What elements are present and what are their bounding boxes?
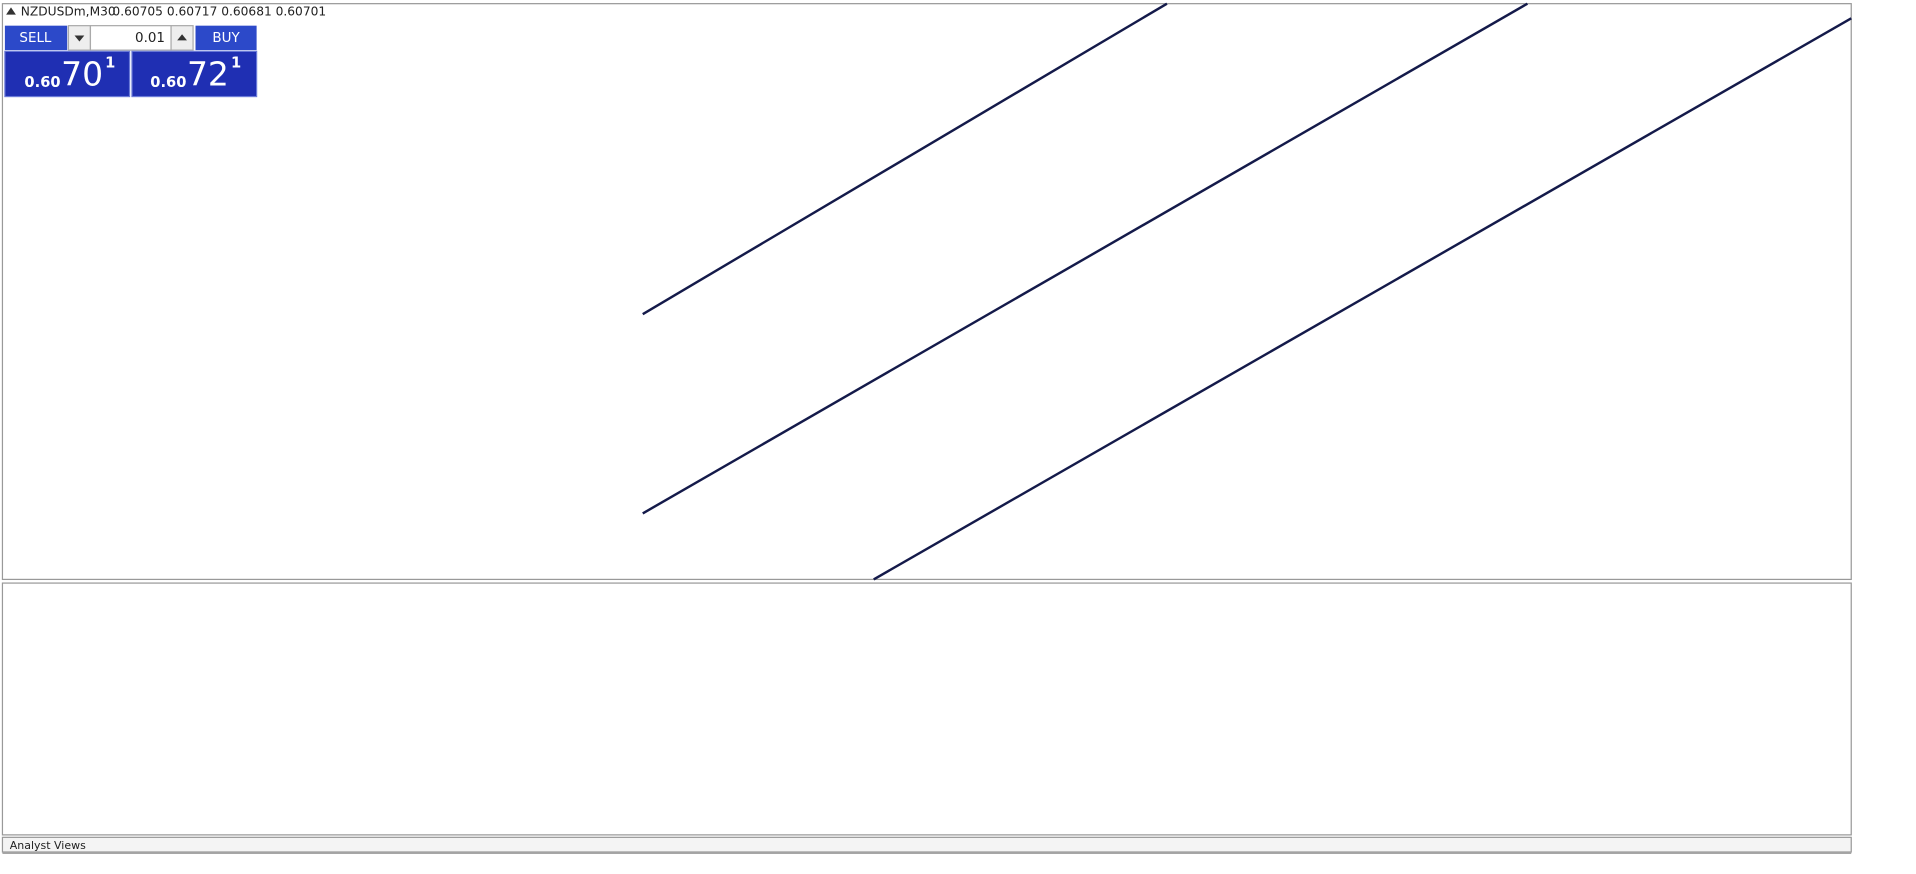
channel-line <box>642 2 1168 316</box>
quote: 0.60705 0.60717 0.60681 0.60701 <box>112 5 326 19</box>
ask-small: 1 <box>231 55 241 72</box>
price-panel <box>1 3 1852 581</box>
rsi-panel <box>1 582 1852 836</box>
volume-input[interactable] <box>89 25 172 51</box>
bid-box[interactable] <box>4 50 131 98</box>
buy-button[interactable] <box>195 25 257 51</box>
analyst-label: Analyst Views <box>10 839 86 852</box>
volume: 0.01 <box>135 31 165 46</box>
ask-big: 0.60 <box>150 74 186 91</box>
arrow-down <box>74 35 85 42</box>
analyst-bar <box>1 836 1852 853</box>
ask-main: 72 <box>187 54 229 93</box>
trade-panel: SELL 0.01 BUY 0.60 70 1 0.60 72 1 <box>4 25 258 98</box>
header: NZDUSDm,M30 0.60705 0.60717 0.60681 0.60… <box>6 5 326 19</box>
symbol: NZDUSDm,M30 <box>21 5 116 19</box>
channel <box>642 2 1852 581</box>
collapse-icon[interactable] <box>6 7 16 15</box>
sell-button[interactable] <box>4 25 68 51</box>
bid-small: 1 <box>105 55 115 72</box>
ask-box[interactable] <box>131 50 258 98</box>
channel-line <box>873 17 1852 581</box>
sell-label: SELL <box>19 31 52 46</box>
bid-main: 70 <box>61 54 103 93</box>
arrow-up <box>177 34 187 41</box>
buy-label: BUY <box>212 31 240 46</box>
channel-line <box>642 2 1529 515</box>
bid-big: 0.60 <box>24 74 60 91</box>
